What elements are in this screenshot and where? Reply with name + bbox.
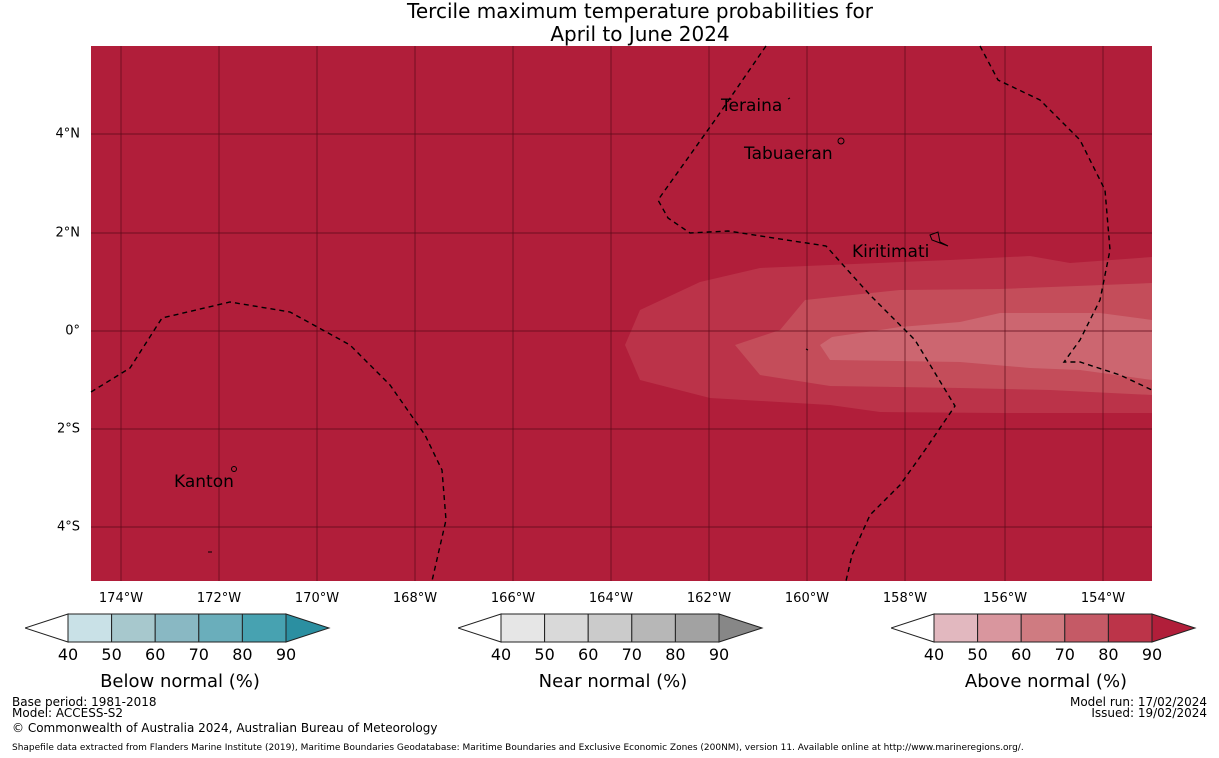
below-normal-title: Below normal (%): [100, 671, 260, 692]
colorbar-segment: [587, 613, 633, 643]
colorbar-segment: [154, 613, 200, 643]
colorbar-tick: 50: [101, 645, 122, 664]
colorbar-tick: 70: [621, 645, 642, 664]
x-tick: 154°W: [1080, 591, 1126, 606]
colorbar-segment: [544, 613, 589, 643]
colorbar-tick: 60: [578, 645, 599, 664]
colorbar-tick: 70: [188, 645, 209, 664]
x-tick: 158°W: [882, 591, 928, 606]
issued-date: Issued: 19/02/2024: [1091, 706, 1207, 720]
forecast-map: [90, 45, 1153, 582]
shapefile-credit: Shapefile data extracted from Flanders M…: [12, 743, 1024, 753]
near-normal-title: Near normal (%): [538, 671, 688, 692]
colorbar-tick: 50: [534, 645, 555, 664]
colorbar-segment: [1107, 613, 1153, 643]
x-tick: 172°W: [196, 591, 242, 606]
colorbar-tick: 40: [57, 645, 79, 664]
x-tick: 170°W: [294, 591, 340, 606]
colorbar-tick: 60: [1011, 645, 1032, 664]
x-tick: 160°W: [784, 591, 830, 606]
colorbar-extend-low: [25, 613, 69, 643]
colorbar-segment: [674, 613, 720, 643]
colorbar-extend-low: [458, 613, 502, 643]
colorbar-segment: [977, 613, 1022, 643]
colorbar-tick: 90: [275, 645, 297, 664]
probability-60-region: [820, 313, 1152, 380]
x-tick: 166°W: [490, 591, 536, 606]
x-tick: 168°W: [392, 591, 438, 606]
colorbar-segment: [631, 613, 676, 643]
model-run: Model run: 17/02/2024: [1069, 695, 1207, 709]
y-tick: 4°N: [55, 126, 81, 142]
x-tick: 162°W: [686, 591, 732, 606]
place-label-kanton: Kanton: [174, 472, 234, 492]
colorbar-segment: [111, 613, 156, 643]
y-tick: 2°S: [56, 421, 80, 437]
colorbar-tick: 60: [145, 645, 166, 664]
colorbar-tick: 80: [665, 645, 686, 664]
above-normal-colorbar: [891, 613, 1197, 643]
map-title: Tercile maximum temperature probabilitie…: [0, 0, 1219, 46]
y-tick: 4°S: [56, 519, 80, 535]
copyright: © Commonwealth of Australia 2024, Austra…: [12, 721, 438, 735]
colorbar-extend-low: [891, 613, 935, 643]
colorbar-tick: 40: [490, 645, 512, 664]
colorbar-tick: 40: [923, 645, 945, 664]
near-normal-colorbar: [458, 613, 764, 643]
x-tick: 164°W: [588, 591, 634, 606]
place-label-kiritimati: Kiritimati: [852, 242, 930, 262]
colorbar-extend-high: [1151, 613, 1197, 643]
colorbar-tick: 70: [1054, 645, 1075, 664]
model-name: Model: ACCESS-S2: [12, 706, 124, 720]
x-tick: 174°W: [98, 591, 144, 606]
colorbar-segment: [67, 613, 113, 643]
y-tick: 0°: [65, 323, 80, 339]
graticule: [91, 46, 1152, 581]
x-tick: 156°W: [982, 591, 1028, 606]
colorbar-extend-high: [718, 613, 764, 643]
colorbar-tick: 80: [232, 645, 253, 664]
eez-boundaries: [90, 45, 1153, 582]
colorbar-tick: 50: [967, 645, 988, 664]
place-label-tabuaeran: Tabuaeran: [744, 144, 833, 164]
colorbar-segment: [1064, 613, 1109, 643]
place-label-teraina: Teraina: [721, 96, 783, 116]
colorbar-tick: 80: [1098, 645, 1119, 664]
y-tick: 2°N: [55, 225, 81, 241]
above-normal-title: Above normal (%): [964, 671, 1128, 692]
base-period: Base period: 1981-2018: [12, 695, 157, 709]
colorbar-tick: 90: [708, 645, 730, 664]
colorbar-segment: [500, 613, 546, 643]
colorbar-tick: 90: [1141, 645, 1163, 664]
below-normal-colorbar: [25, 613, 331, 643]
title-line-2: April to June 2024: [550, 22, 730, 46]
colorbar-segment: [198, 613, 243, 643]
title-line-1: Tercile maximum temperature probabilitie…: [407, 0, 873, 23]
colorbar-segment: [933, 613, 979, 643]
colorbar-extend-high: [285, 613, 331, 643]
colorbar-segment: [1020, 613, 1066, 643]
islands: [208, 97, 949, 553]
colorbar-segment: [241, 613, 287, 643]
